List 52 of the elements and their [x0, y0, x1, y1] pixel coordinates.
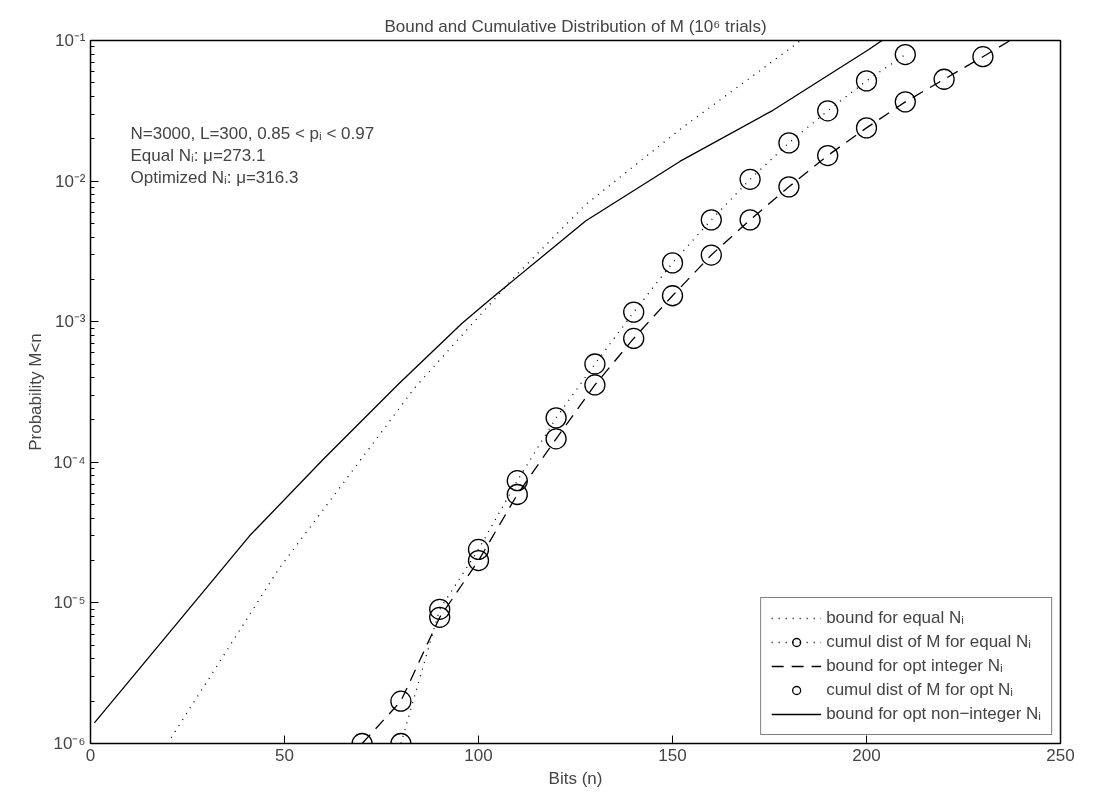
point: [429, 606, 451, 628]
point: [623, 301, 645, 323]
point: [778, 132, 800, 154]
point: [700, 244, 722, 266]
legend-label: bound for opt integer Nᵢ: [826, 656, 1003, 676]
point: [778, 176, 800, 198]
point: [817, 100, 839, 122]
point: [700, 209, 722, 231]
point: [817, 144, 839, 167]
y-tick-label: 10⁻³: [54, 312, 86, 332]
point: [623, 327, 645, 350]
x-tick-label: 50: [275, 745, 294, 765]
point: [855, 70, 878, 92]
y-tick-label: 10⁻⁶: [53, 734, 86, 753]
point: [584, 374, 606, 396]
y-tick-label: 10⁻⁵: [53, 593, 86, 613]
legend-label: cumul dist of M for equal Nᵢ: [826, 632, 1032, 652]
point: [894, 43, 916, 66]
point: [584, 353, 606, 375]
x-axis-title: Bits (n): [548, 768, 603, 788]
annotation: N=3000, L=300, 0.85 < pᵢ < 0.97: [130, 123, 375, 143]
x-tick-label: 100: [464, 745, 493, 765]
x-tick-label: 250: [1046, 745, 1075, 765]
point: [661, 285, 684, 307]
legend-label: cumul dist of M for opt Nᵢ: [826, 680, 1014, 700]
point: [739, 209, 761, 231]
y-tick-label: 10⁻⁴: [53, 452, 86, 472]
point: [739, 168, 761, 190]
point: [972, 46, 994, 68]
point: [390, 690, 412, 712]
annotation: Equal Nᵢ: μ=273.1: [130, 145, 266, 165]
point: [933, 68, 955, 90]
legend-label: bound for equal Nᵢ: [826, 608, 964, 628]
chart-title: Bound and Cumulative Distribution of M (10⁶ trials): [384, 16, 767, 36]
point: [429, 598, 451, 620]
point: [467, 549, 490, 572]
legend-label: bound for opt non−integer Nᵢ: [826, 704, 1041, 724]
point: [855, 117, 878, 139]
y-tick-label: 10⁻²: [54, 171, 86, 191]
x-tick-label: 200: [852, 745, 881, 765]
x-tick-label: 150: [658, 745, 687, 765]
point: [545, 407, 567, 429]
point: [506, 470, 528, 492]
y-axis-title: Probability M<n: [26, 333, 46, 451]
annotation: Optimized Nᵢ: μ=316.3: [130, 167, 299, 187]
point: [894, 91, 916, 113]
point: [467, 538, 490, 561]
y-tick-label: 10⁻¹: [54, 31, 86, 50]
x-tick-label: 0: [85, 745, 96, 765]
point: [545, 428, 567, 450]
point: [506, 483, 528, 506]
point: [661, 252, 684, 274]
